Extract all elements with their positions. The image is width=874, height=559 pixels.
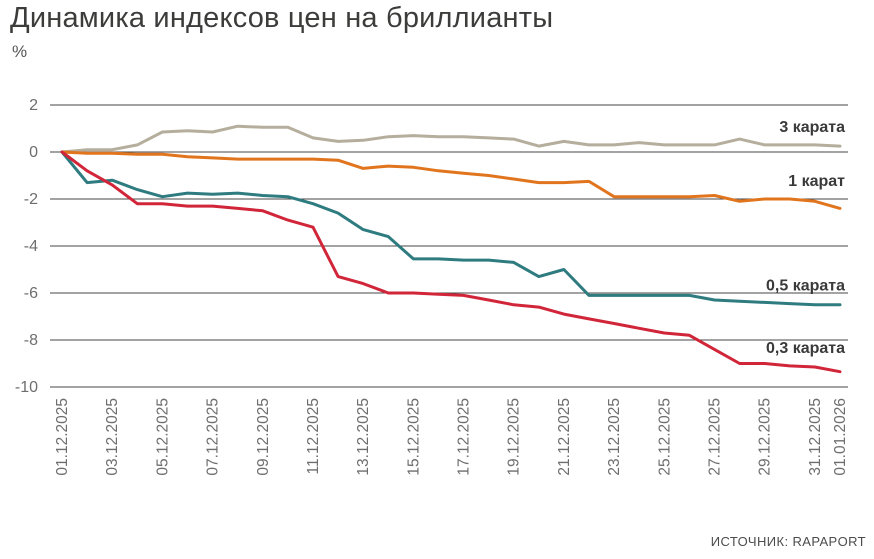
series-label: 1 карат bbox=[788, 173, 845, 190]
x-tick-label: 19.12.2025 bbox=[506, 398, 523, 476]
x-tick-label: 15.12.2025 bbox=[405, 398, 422, 476]
series-line bbox=[60, 150, 842, 307]
series-label: 0,3 карата bbox=[766, 340, 845, 357]
x-tick-label: 05.12.2025 bbox=[154, 398, 171, 476]
y-axis-unit-label: % bbox=[12, 42, 28, 61]
x-tick-label: 17.12.2025 bbox=[456, 398, 473, 476]
series-line bbox=[60, 124, 842, 154]
x-tick-label: 21.12.2025 bbox=[556, 398, 573, 476]
x-tick-label: 25.12.2025 bbox=[656, 398, 673, 476]
series-line bbox=[60, 150, 842, 210]
series-line bbox=[60, 150, 842, 374]
x-tick-label: 31.12.2025 bbox=[807, 398, 824, 476]
y-tick-label: -10 bbox=[15, 379, 38, 396]
x-tick-label: 09.12.2025 bbox=[255, 398, 272, 476]
x-tick-label: 11.12.2025 bbox=[305, 398, 322, 474]
x-tick-label: 23.12.2025 bbox=[606, 398, 623, 476]
x-tick-label: 01.12.2025 bbox=[54, 398, 71, 476]
chart-title: Динамика индексов цен на бриллианты bbox=[10, 2, 554, 34]
y-tick-label: 0 bbox=[29, 144, 38, 161]
y-tick-label: -6 bbox=[24, 285, 38, 302]
y-tick-label: -8 bbox=[24, 332, 38, 349]
x-tick-label: 27.12.2025 bbox=[707, 398, 724, 476]
x-tick-label: 07.12.2025 bbox=[205, 398, 222, 476]
series-label: 3 карата bbox=[779, 119, 845, 136]
series-label: 0,5 карата bbox=[766, 278, 845, 295]
y-tick-label: 2 bbox=[29, 97, 38, 114]
source-note: ИСТОЧНИК: RAPAPORT bbox=[710, 534, 866, 549]
x-tick-label: 29.12.2025 bbox=[757, 398, 774, 476]
y-tick-label: -2 bbox=[24, 191, 38, 208]
y-tick-label: -4 bbox=[24, 238, 38, 255]
x-tick-label: 03.12.2025 bbox=[104, 398, 121, 476]
x-tick-label: 01.01.2026 bbox=[832, 398, 849, 476]
x-tick-label: 13.12.2025 bbox=[355, 398, 372, 476]
